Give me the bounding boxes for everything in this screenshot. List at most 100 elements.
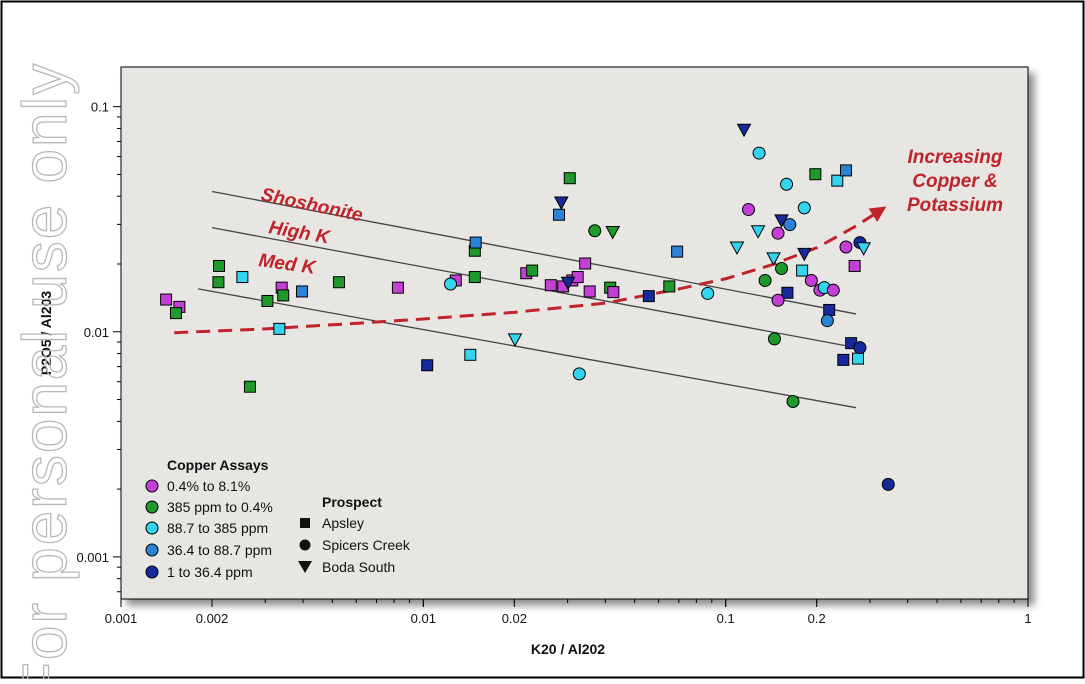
point-spicers-creek-cyan — [780, 177, 794, 191]
watermark: For personal use only — [11, 62, 80, 679]
axes: 0.001 0.002 0.01 0.02 0.1 0.2 1 0.001 0.01 0.1 — [76, 100, 1031, 626]
legend-prospect-title: Prospect — [322, 494, 382, 510]
point-spicers-creek-magenta — [771, 226, 785, 240]
point-apsley-green — [468, 271, 481, 284]
point-apsley-navy — [642, 290, 655, 303]
x-tick-label: 0.2 — [808, 611, 826, 626]
point-apsley-magenta — [544, 279, 557, 292]
point-apsley-green — [261, 294, 274, 307]
trend-label-line-2: Copper & — [912, 171, 998, 192]
point-apsley-navy — [837, 353, 850, 366]
point-apsley-green — [243, 380, 256, 393]
point-boda-south-green — [605, 225, 621, 240]
point-apsley-cyan — [273, 322, 286, 335]
plot-area — [120, 66, 1029, 600]
legend-label-magenta: 0.4% to 8.1% — [167, 478, 250, 494]
reference-line — [211, 227, 857, 349]
point-apsley-cyan — [796, 264, 809, 277]
point-spicers-creek-cyan — [701, 286, 715, 300]
legend-swatch-blue — [145, 543, 159, 557]
point-apsley-green — [663, 280, 676, 293]
point-spicers-creek-green — [758, 273, 772, 287]
point-spicers-creek-cyan — [797, 201, 811, 215]
point-boda-south-cyan — [729, 241, 745, 256]
legend-prospect: Prospect Apsley Spicers Creek Boda South — [298, 494, 411, 575]
point-spicers-creek-green — [767, 332, 781, 346]
point-boda-south-cyan — [766, 252, 781, 266]
legend-circle-icon — [299, 539, 311, 551]
point-spicers-creek-magenta — [804, 273, 818, 287]
reference-line — [211, 190, 857, 315]
point-apsley-magenta — [579, 257, 592, 270]
point-boda-south-navy — [736, 123, 752, 138]
legend-label-apsley: Apsley — [322, 515, 364, 531]
point-boda-south-navy — [774, 214, 789, 228]
x-tick-label: 0.002 — [196, 611, 229, 626]
y-axis-label: P2O5 / Al203 — [38, 291, 54, 376]
point-spicers-creek-navy — [853, 341, 867, 355]
legend-swatch-navy — [145, 565, 159, 579]
point-apsley-navy — [421, 359, 434, 372]
point-apsley-green — [526, 264, 539, 277]
point-apsley-blue — [671, 245, 684, 258]
point-apsley-green — [809, 168, 822, 181]
point-spicers-creek-blue — [820, 314, 834, 328]
legend-label-spicers-creek: Spicers Creek — [322, 537, 411, 553]
legend-label-blue: 36.4 to 88.7 ppm — [167, 542, 272, 558]
data-points — [160, 123, 895, 491]
point-boda-south-navy — [796, 247, 812, 262]
point-apsley-green — [332, 276, 345, 289]
point-apsley-green — [563, 172, 576, 185]
point-boda-south-navy — [560, 276, 576, 291]
x-tick-label: 0.1 — [717, 611, 735, 626]
x-axis-label: K20 / Al202 — [531, 641, 605, 657]
legend-label-green: 385 ppm to 0.4% — [167, 499, 273, 515]
legend-label-boda-south: Boda South — [322, 559, 395, 575]
point-apsley-cyan — [852, 352, 865, 365]
point-spicers-creek-cyan — [572, 367, 586, 381]
point-apsley-cyan — [236, 271, 249, 284]
point-apsley-magenta — [607, 286, 620, 299]
point-apsley-magenta — [160, 293, 173, 306]
point-spicers-creek-magenta — [839, 240, 853, 254]
reference-lines — [198, 190, 857, 409]
x-tick-label: 0.02 — [502, 611, 527, 626]
point-spicers-creek-cyan — [444, 277, 458, 291]
x-tick-label: 1 — [1024, 611, 1031, 626]
x-tick-label: 0.001 — [105, 611, 138, 626]
point-boda-south-cyan — [856, 242, 871, 256]
point-apsley-green — [213, 259, 226, 272]
point-apsley-green — [277, 289, 290, 302]
point-spicers-creek-green — [775, 261, 789, 275]
point-apsley-magenta — [583, 285, 596, 298]
point-apsley-navy — [823, 303, 836, 316]
point-apsley-magenta — [391, 281, 404, 294]
point-spicers-creek-magenta — [826, 283, 840, 297]
legend-label-cyan: 88.7 to 385 ppm — [167, 520, 268, 536]
point-boda-south-cyan — [750, 225, 766, 239]
point-apsley-green — [212, 276, 225, 289]
y-tick-label: 0.01 — [84, 325, 109, 340]
point-apsley-blue — [839, 164, 852, 177]
point-boda-south-cyan — [507, 333, 523, 347]
trend-label-line-1: Increasing — [907, 147, 1002, 168]
legend-swatch-magenta — [145, 479, 159, 493]
y-tick-label: 0.1 — [91, 100, 109, 115]
trend-arrow — [174, 213, 874, 335]
point-spicers-creek-blue — [783, 218, 797, 232]
point-spicers-creek-cyan — [752, 146, 766, 160]
x-tick-label: 0.01 — [411, 611, 436, 626]
reference-line — [198, 288, 857, 409]
point-spicers-creek-navy — [881, 477, 895, 491]
point-spicers-creek-magenta — [742, 203, 756, 217]
trend-arrowhead — [868, 206, 887, 222]
point-boda-south-navy — [553, 196, 569, 211]
point-apsley-blue — [296, 285, 309, 298]
legend-copper: Copper Assays 0.4% to 8.1% 385 ppm to 0.… — [145, 457, 273, 580]
legend-square-icon — [300, 518, 310, 528]
point-apsley-magenta — [848, 259, 861, 272]
legend-label-navy: 1 to 36.4 ppm — [167, 564, 253, 580]
y-tick-label: 0.001 — [76, 550, 109, 565]
